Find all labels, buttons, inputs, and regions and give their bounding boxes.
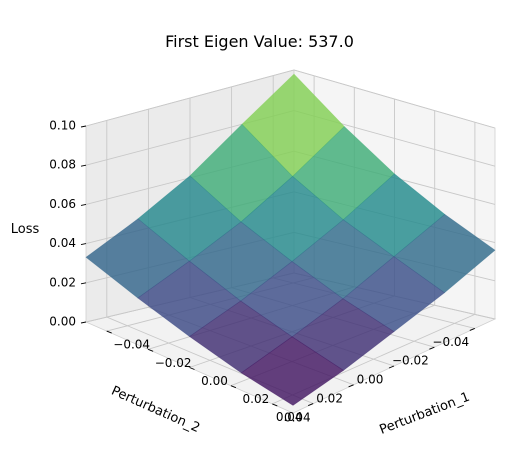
y-tick-mark [348,384,354,388]
y-axis-label: Perturbation_2 [109,384,202,436]
x-tick-label: 0.00 [201,374,228,388]
z-tick-mark [80,203,87,206]
z-tick-label: 0.04 [49,236,76,250]
ticks: −0.04−0.020.000.020.04−0.04−0.020.000.02… [49,119,475,424]
surface-patch [240,336,345,406]
z-tick-label: 0.06 [49,197,76,211]
z-tick-label: 0.02 [49,275,76,289]
y-tick-label: 0.04 [276,410,303,424]
x-tick-mark [147,348,154,352]
z-tick-label: 0.10 [49,119,76,133]
chart-title: First Eigen Value: 537.0 [165,32,354,51]
y-tick-mark [429,346,435,350]
y-tick-mark [469,327,475,331]
y-tick-mark [388,365,395,369]
z-tick-mark [80,243,87,246]
x-tick-label: 0.04 [284,410,311,424]
x-tick-label: 0.02 [243,392,270,406]
z-tick-mark [80,321,87,324]
x-tick-label: −0.02 [155,356,192,370]
y-tick-mark [308,403,314,407]
x-tick-label: −0.04 [113,338,150,352]
z-tick-mark [80,164,87,167]
x-tick-mark [230,385,237,389]
y-tick-label: 0.00 [357,373,384,387]
z-tick-label: 0.08 [49,158,76,172]
y-tick-label: 0.02 [316,391,343,405]
z-tick-label: 0.00 [49,315,76,329]
y-tick-label: −0.04 [432,335,469,349]
z-tick-mark [80,125,87,128]
surface [85,73,496,406]
z-axis-label: Loss [11,222,40,237]
y-tick-label: −0.02 [392,354,429,368]
z-tick-mark [80,282,87,285]
x-tick-mark [189,367,195,370]
x-axis-label: Perturbation_1 [378,390,472,438]
x-tick-mark [106,330,112,334]
grid-line-z [85,69,496,129]
x-tick-mark [272,403,278,407]
